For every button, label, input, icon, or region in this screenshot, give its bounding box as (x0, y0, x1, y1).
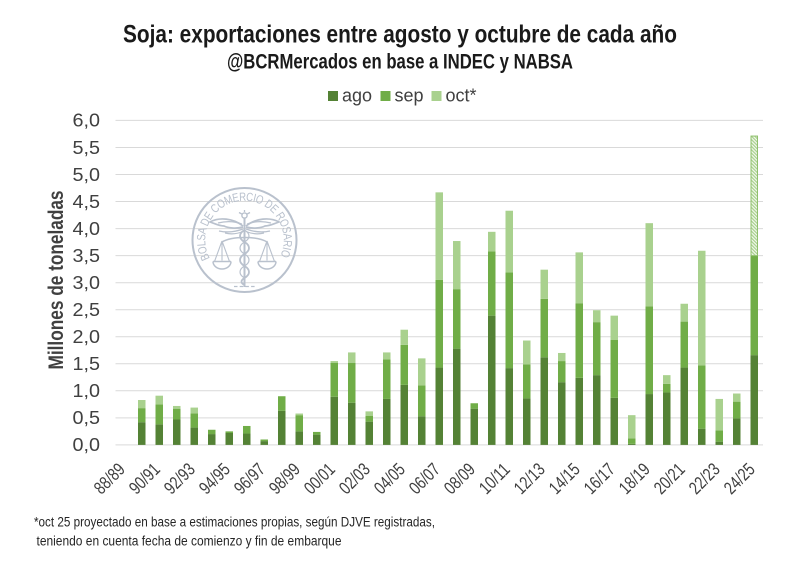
svg-text:oct*: oct* (446, 86, 477, 106)
svg-text:0,0: 0,0 (73, 435, 101, 455)
svg-text:sep: sep (395, 86, 424, 106)
svg-text:3,5: 3,5 (73, 246, 101, 266)
svg-text:5,5: 5,5 (73, 138, 101, 158)
svg-text:4,5: 4,5 (73, 192, 101, 212)
svg-text:0,5: 0,5 (73, 408, 101, 428)
svg-text:ago: ago (342, 86, 372, 106)
svg-text:1,0: 1,0 (73, 381, 101, 401)
svg-text:@BCRMercados en base a INDEC y: @BCRMercados en base a INDEC y NABSA (227, 51, 573, 74)
svg-text:2,5: 2,5 (73, 300, 101, 320)
svg-text:2,0: 2,0 (73, 327, 101, 347)
svg-text:Soja: exportaciones entre agos: Soja: exportaciones entre agosto y octub… (123, 21, 677, 49)
svg-text:3,0: 3,0 (73, 273, 101, 293)
svg-text:Millones de toneladas: Millones de toneladas (45, 191, 68, 370)
svg-text:5,0: 5,0 (73, 165, 101, 185)
svg-text:*oct 25 proyectado en base a e: *oct 25 proyectado en base a estimacione… (34, 515, 435, 530)
svg-text:6,0: 6,0 (73, 111, 101, 131)
svg-text:1,5: 1,5 (73, 354, 101, 374)
svg-text:teniendo en cuenta fecha de co: teniendo en cuenta fecha de comienzo y f… (37, 534, 342, 549)
svg-text:4,0: 4,0 (73, 219, 101, 239)
